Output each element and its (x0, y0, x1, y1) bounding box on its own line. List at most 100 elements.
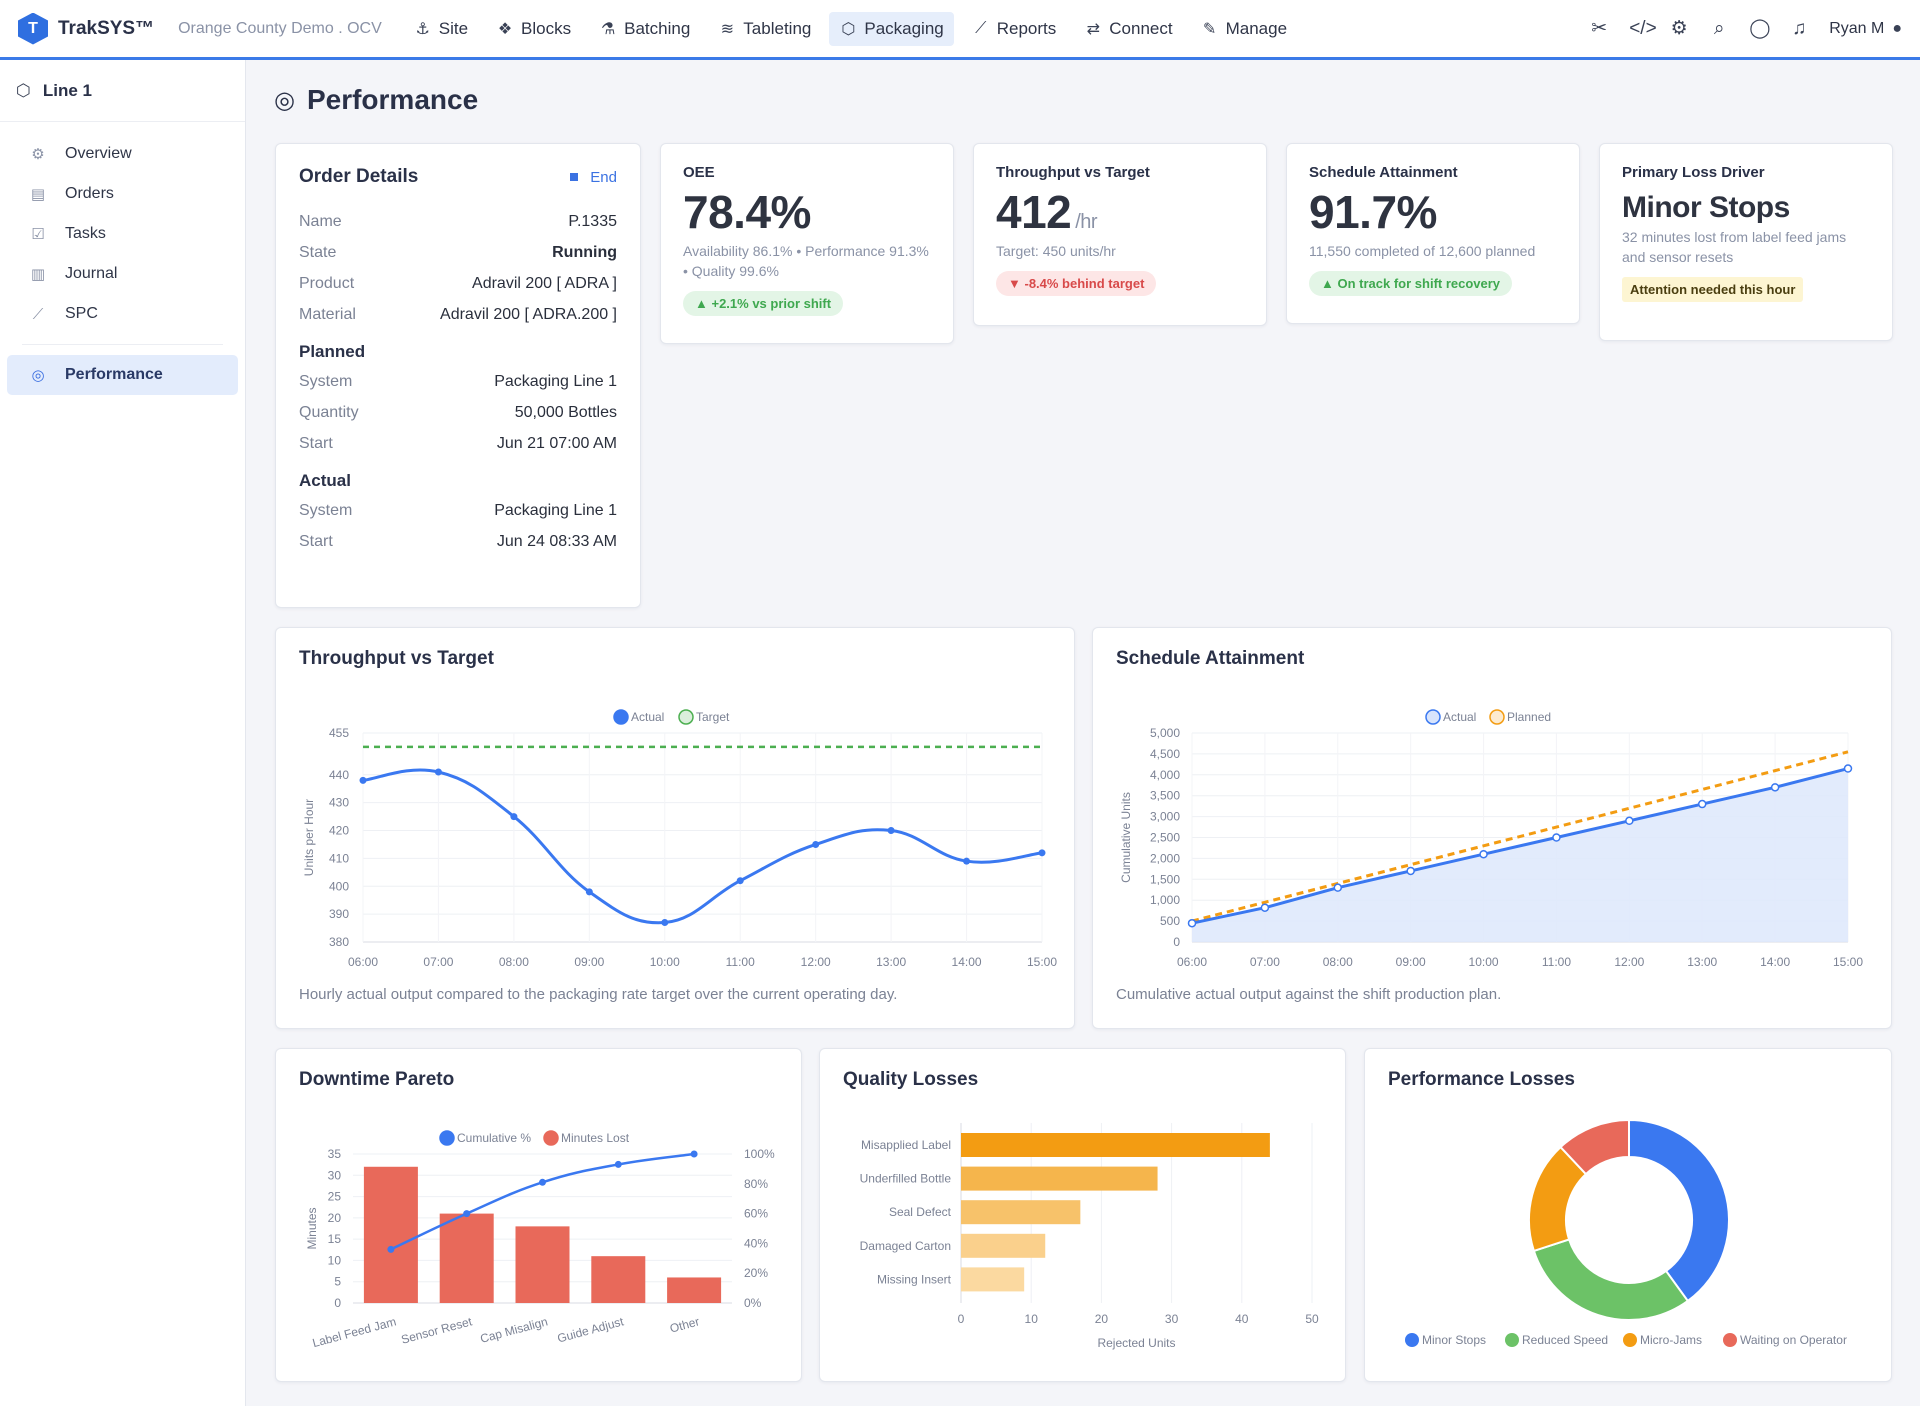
nav-tableting[interactable]: ≋ Tableting (708, 12, 821, 46)
field-label: System (299, 501, 353, 519)
x-tick-label: 30 (1165, 1312, 1179, 1326)
order-details-card: Order Details End Name P.1335 State Running… (275, 143, 641, 608)
y-tick-label: Underfilled Bottle (860, 1172, 952, 1186)
kpi-subtext: Availability 86.1% • Performance 91.3% •… (683, 243, 929, 279)
sidebar-item-tasks[interactable]: ☑ Tasks (7, 214, 238, 254)
kpi-value-number: Minor Stops (1622, 191, 1790, 224)
sidebar-item-orders[interactable]: ▤ Orders (7, 174, 238, 214)
x-tick-label: 07:00 (1250, 955, 1280, 969)
order-details-header: Order Details End (299, 166, 617, 188)
nav-label: Manage (1225, 18, 1288, 38)
user-icon[interactable]: ● (1892, 19, 1902, 37)
kpi-value: 78.4% (683, 185, 931, 239)
x-tick-label: 06:00 (1177, 955, 1207, 969)
field-label: Material (299, 305, 356, 323)
actual-point (812, 840, 820, 848)
sidebar-item-overview[interactable]: ⚙ Overview (7, 134, 238, 174)
bell-icon[interactable]: ♫ (1792, 17, 1807, 39)
nav-site[interactable]: ⚓ Site (404, 12, 478, 46)
search-icon[interactable]: ⌕ (1713, 17, 1725, 39)
pareto-chart-card: Downtime Pareto Cumulative % Minutes Lost… (275, 1048, 802, 1382)
field-value: Packaging Line 1 (494, 372, 617, 390)
x-tick-label: 15:00 (1833, 955, 1863, 969)
kpi-badge: ▲ +2.1% vs prior shift (683, 291, 844, 316)
sidebar-header[interactable]: ⬡ Line 1 (0, 60, 245, 122)
toolbar-right: ✂ </> ⚙ ⌕ ◯ ♫ Ryan M ● (1569, 0, 1902, 57)
kpi-value-number: 91.7% (1309, 186, 1437, 238)
user-name[interactable]: Ryan M (1829, 19, 1885, 37)
main-nav: ⚓ Site ❖ Blocks ⚗ Batching ≋ Tableting ⬡ Packagin… (404, 11, 1305, 46)
x-tick-label: 08:00 (499, 955, 529, 969)
field-row: Material Adravil 200 [ ADRA.200 ] (299, 299, 617, 330)
y-tick-label: Damaged Carton (860, 1239, 951, 1253)
planned-line (1191, 750, 1849, 923)
y-tick-label: 4,500 (1150, 747, 1180, 761)
x-tick-label: 13:00 (1687, 955, 1717, 969)
cumulative-point (463, 1210, 471, 1218)
y-tick-label: 420 (329, 824, 349, 838)
x-tick-label: 0 (958, 1312, 965, 1326)
cumulative-point (387, 1245, 395, 1253)
cumulative-point (539, 1178, 546, 1186)
field-row: System Packaging Line 1 (299, 495, 617, 526)
y-tick-label: 4,000 (1150, 768, 1180, 782)
pareto-bar (515, 1226, 570, 1303)
actual-point (1187, 918, 1197, 928)
nav-connect[interactable]: ⇄ Connect (1074, 12, 1182, 46)
actual-point (359, 776, 367, 784)
field-row: Product Adravil 200 [ ADRA ] (299, 268, 617, 299)
sidebar-item-journal[interactable]: ▥ Journal (7, 254, 238, 294)
donut-slice (1532, 1238, 1690, 1321)
field-row: Name P.1335 (299, 206, 617, 237)
sidebar-item-label: Overview (65, 145, 132, 162)
code-icon[interactable]: </> (1629, 17, 1657, 39)
nav-label: Tableting (743, 18, 812, 38)
pareto-bar (667, 1277, 722, 1303)
nav-batching[interactable]: ⚗ Batching (589, 12, 700, 46)
field-value: Adravil 200 [ ADRA ] (472, 274, 617, 292)
end-order-button[interactable]: End (570, 169, 617, 186)
field-value: Packaging Line 1 (494, 501, 617, 519)
field-value: Jun 24 08:33 AM (496, 532, 617, 550)
field-label: Start (299, 532, 333, 550)
y-tick-label: 2,500 (1150, 831, 1180, 845)
sidebar-item-spc[interactable]: ⟋ SPC (7, 294, 238, 334)
kpi-card-primary-loss-driver: Primary Loss Driver Minor Stops 32 minut… (1599, 143, 1893, 341)
nav-packaging[interactable]: ⬡ Packaging (829, 11, 954, 46)
chart-line-icon: ⟋ (975, 19, 987, 37)
actual-area (1192, 768, 1848, 942)
x-tick-label: 15:00 (1027, 955, 1057, 969)
x-tick-label: 06:00 (348, 955, 378, 969)
kpi-unit: /hr (1075, 211, 1098, 233)
cumulative-point (690, 1150, 698, 1158)
actual-point (585, 888, 593, 896)
actual-point (887, 827, 895, 835)
settings-icon[interactable]: ⚙ (1670, 18, 1688, 39)
actual-point (434, 768, 442, 776)
chat-icon[interactable]: ◯ (1749, 18, 1771, 39)
cumulative-point (614, 1160, 622, 1168)
y2-tick-label: 100% (744, 1147, 775, 1161)
nav-blocks[interactable]: ❖ Blocks (486, 12, 581, 46)
y2-tick-label: 0% (744, 1296, 762, 1310)
y-tick-label: 430 (329, 796, 349, 810)
sidebar-item-performance[interactable]: ◎ Performance (7, 355, 238, 395)
y-tick-label: 3,000 (1150, 810, 1180, 824)
tools-icon[interactable]: ✂ (1591, 18, 1608, 39)
y-axis-label: Units per Hour (302, 799, 316, 876)
nav-reports[interactable]: ⟋ Reports (962, 12, 1067, 46)
y-tick-label: 1,000 (1150, 893, 1180, 907)
field-label: Quantity (299, 403, 359, 421)
quality-bar (961, 1200, 1081, 1225)
x-tick-label: Guide Adjust (556, 1314, 626, 1345)
legend-label: Micro-Jams (1640, 1333, 1702, 1347)
sidebar-item-label: Orders (65, 185, 114, 202)
brand[interactable]: T TrakSYS™ Orange County Demo . OCV (18, 12, 382, 45)
field-row: Start Jun 21 07:00 AM (299, 428, 617, 459)
site-name[interactable]: Orange County Demo . OCV (178, 19, 382, 37)
field-row: Quantity 50,000 Bottles (299, 397, 617, 428)
legend-swatch (1405, 1333, 1419, 1347)
legend-label: Cumulative % (457, 1131, 531, 1145)
nav-manage[interactable]: ✎ Manage (1191, 12, 1297, 46)
box-icon: ⬡ (841, 20, 856, 38)
